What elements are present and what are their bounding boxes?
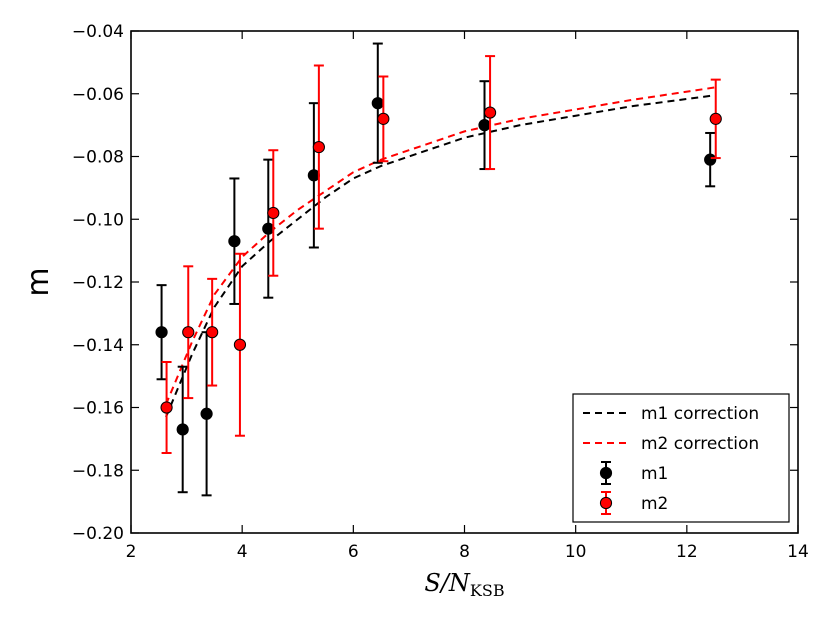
y-tick-label: −0.20 — [72, 524, 124, 544]
m2-point — [709, 112, 722, 125]
m2-point — [182, 326, 195, 339]
y-tick-label: −0.16 — [72, 399, 124, 419]
m1-point — [262, 222, 275, 235]
y-tick-label: −0.18 — [72, 461, 124, 481]
x-tick-label: 8 — [459, 542, 470, 562]
y-tick-label: −0.04 — [72, 22, 124, 42]
series-line-m1-correction — [165, 94, 715, 418]
m1-point — [478, 119, 491, 132]
legend: m1 correction m2 correction m1 m2 — [572, 393, 790, 523]
m2-point — [160, 401, 173, 414]
legend-label: m2 correction — [641, 434, 759, 454]
m1-point — [155, 326, 168, 339]
m2-point — [377, 112, 390, 125]
m1-point — [228, 235, 241, 248]
series-line-m2-correction — [165, 86, 715, 405]
y-tick-label: −0.10 — [72, 210, 124, 230]
m1-point — [704, 153, 717, 166]
plot-layer — [155, 42, 722, 497]
m1-point — [200, 407, 213, 420]
m1-point — [176, 423, 189, 436]
x-tick-label: 14 — [787, 542, 809, 562]
legend-label: m1 — [641, 464, 668, 484]
m2-point — [483, 106, 497, 119]
m1-point — [371, 97, 384, 110]
x-tick-label: 10 — [565, 542, 587, 562]
m2-point — [312, 140, 325, 154]
m2-point — [267, 206, 280, 220]
legend-item-m1: m1 — [599, 461, 668, 485]
legend-label: m2 — [641, 494, 668, 514]
y-tick-label: −0.12 — [72, 273, 124, 293]
y-tick-label: −0.14 — [72, 336, 124, 356]
x-tick-label: 2 — [126, 542, 137, 562]
m1-point — [307, 169, 320, 182]
plot-area — [155, 42, 722, 497]
ticks-layer: 2 4 6 8 10 12 14 −0.20 −0.18 −0.16 −0.14 −0.12 −0.10… — [72, 22, 809, 562]
legend-swatch-marker — [599, 466, 613, 480]
m2-point — [233, 338, 247, 351]
x-tick-label: 4 — [237, 542, 248, 562]
legend-item-m1-correction: m1 correction — [583, 404, 759, 424]
x-tick-label: 6 — [348, 542, 359, 562]
legend-item-m2: m2 — [599, 491, 668, 515]
x-axis-label-main: S/N — [424, 569, 471, 597]
y-tick-label: −0.06 — [72, 85, 124, 105]
x-axis-label: S/NKSB — [424, 569, 504, 600]
x-tick-label: 12 — [676, 542, 698, 562]
legend-item-m2-correction: m2 correction — [583, 434, 759, 454]
y-axis-label: m — [21, 267, 56, 296]
legend-label: m1 correction — [641, 404, 759, 424]
m2-point — [206, 326, 219, 339]
y-tick-label: −0.08 — [72, 148, 124, 168]
x-axis-label-subscript: KSB — [470, 581, 505, 600]
legend-swatch-marker — [599, 496, 613, 510]
